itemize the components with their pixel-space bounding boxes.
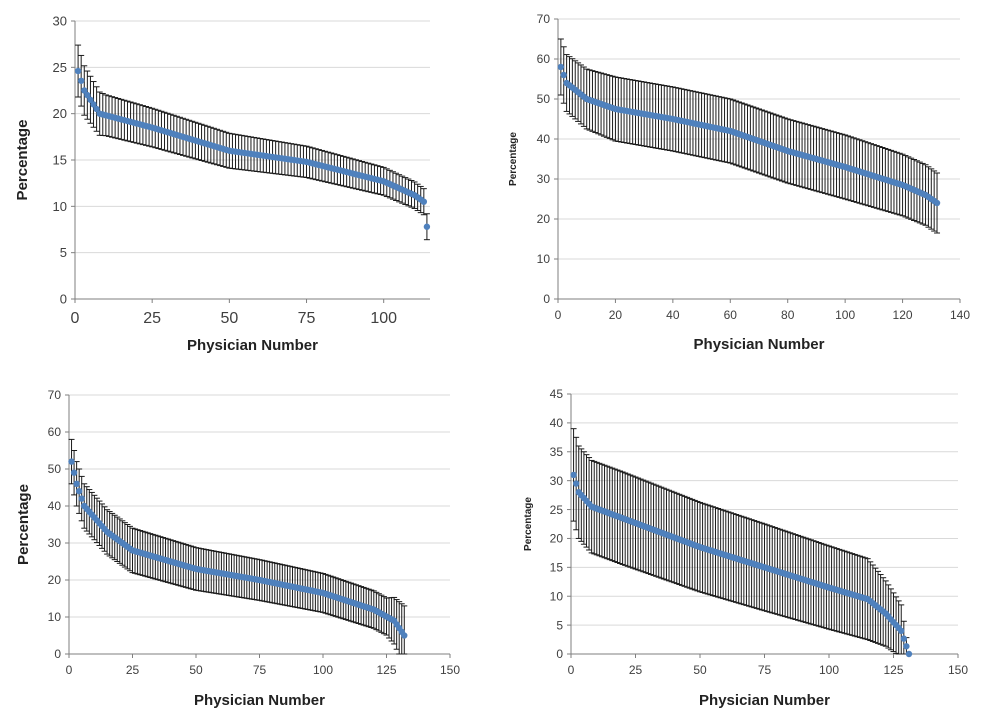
y-tick-label: 60 xyxy=(48,425,62,439)
y-axis-title: Percentage xyxy=(15,484,32,565)
y-tick-label: 40 xyxy=(537,132,551,146)
y-tick-label: 40 xyxy=(48,499,62,513)
y-tick-label: 10 xyxy=(53,199,67,214)
x-axis-title: Physician Number xyxy=(699,692,830,709)
y-tick-label: 0 xyxy=(60,292,67,307)
y-tick-label: 10 xyxy=(550,589,564,603)
x-tick-label: 100 xyxy=(370,310,397,327)
x-tick-label: 120 xyxy=(893,308,913,322)
data-point xyxy=(77,77,85,84)
data-point xyxy=(84,91,91,99)
data-point xyxy=(75,488,83,495)
x-axis-title: Physician Number xyxy=(187,337,318,354)
x-tick-label: 125 xyxy=(883,663,903,677)
y-tick-label: 20 xyxy=(48,573,62,587)
data-point xyxy=(898,627,905,635)
x-tick-label: 50 xyxy=(220,310,238,327)
data-point xyxy=(74,67,82,75)
chart-panel-bottom-right: 0 5 10 15 20 25 30 35 40 45 0 25 50 75 100 125 150 Physic… xyxy=(523,387,968,709)
data-point xyxy=(420,198,428,205)
y-tick-label: 30 xyxy=(53,14,67,29)
data-point xyxy=(933,199,941,207)
x-tick-label: 40 xyxy=(666,308,680,322)
x-tick-label: 50 xyxy=(693,663,707,677)
y-tick-label: 5 xyxy=(60,245,67,260)
x-tick-label: 0 xyxy=(66,663,73,677)
y-tick-label: 25 xyxy=(53,60,67,75)
x-tick-label: 150 xyxy=(440,663,460,677)
y-tick-label: 25 xyxy=(550,503,564,517)
x-tick-label: 25 xyxy=(126,663,140,677)
data-point xyxy=(572,480,580,487)
y-tick-label: 20 xyxy=(550,532,564,546)
y-tick-label: 45 xyxy=(550,387,564,401)
y-tick-label: 50 xyxy=(48,462,62,476)
data-point xyxy=(81,87,88,94)
y-tick-label: 30 xyxy=(537,172,551,186)
y-tick-label: 50 xyxy=(537,92,551,106)
chart-panel-top-right: 0 10 20 30 40 50 60 70 0 20 40 60 80 100 120 140 Physici… xyxy=(508,12,970,353)
y-tick-label: 30 xyxy=(550,474,564,488)
y-tick-label: 40 xyxy=(550,416,564,430)
data-point xyxy=(900,635,908,642)
data-point xyxy=(560,71,567,79)
x-tick-label: 20 xyxy=(609,308,623,322)
data-point xyxy=(87,96,94,103)
x-tick-label: 100 xyxy=(835,308,855,322)
chart-panel-top-left: 0 5 10 15 20 25 30 0 25 50 75 100 Physician Number Pe… xyxy=(14,14,431,354)
x-tick-label: 0 xyxy=(555,308,562,322)
y-tick-label: 35 xyxy=(550,445,564,459)
data-point xyxy=(401,632,408,639)
y-tick-label: 5 xyxy=(556,618,563,632)
chart-panel-bottom-left: 0 10 20 30 40 50 60 70 0 25 50 75 100 125 150 Physician… xyxy=(15,388,460,709)
x-tick-label: 25 xyxy=(143,310,161,327)
y-axis-title: Percentage xyxy=(523,497,534,551)
x-axis-title: Physician Number xyxy=(194,692,325,709)
data-point xyxy=(90,101,97,108)
y-tick-label: 0 xyxy=(556,647,563,661)
x-tick-label: 0 xyxy=(71,310,80,327)
data-point xyxy=(73,480,80,487)
x-tick-label: 25 xyxy=(629,663,643,677)
y-tick-label: 15 xyxy=(53,153,67,168)
x-tick-label: 100 xyxy=(313,663,333,677)
y-axis-title: Percentage xyxy=(508,132,519,186)
data-point xyxy=(905,650,913,658)
y-axis-title: Percentage xyxy=(14,120,31,201)
data-point xyxy=(570,471,577,479)
x-tick-label: 100 xyxy=(819,663,839,677)
data-point xyxy=(78,495,85,502)
x-tick-label: 75 xyxy=(253,663,267,677)
data-point xyxy=(68,458,75,465)
x-tick-label: 60 xyxy=(724,308,738,322)
x-tick-label: 75 xyxy=(298,310,316,327)
y-tick-label: 70 xyxy=(48,388,62,402)
y-tick-label: 20 xyxy=(537,212,551,226)
y-tick-label: 20 xyxy=(53,106,67,121)
data-point xyxy=(557,63,565,71)
x-tick-label: 140 xyxy=(950,308,970,322)
y-tick-label: 30 xyxy=(48,536,62,550)
y-tick-label: 0 xyxy=(54,647,61,661)
x-axis-title: Physician Number xyxy=(694,336,825,353)
y-tick-label: 10 xyxy=(537,252,551,266)
y-tick-label: 60 xyxy=(537,52,551,66)
data-point xyxy=(70,469,78,476)
x-tick-label: 80 xyxy=(781,308,795,322)
x-tick-label: 75 xyxy=(758,663,772,677)
x-tick-label: 150 xyxy=(948,663,968,677)
x-tick-label: 0 xyxy=(568,663,575,677)
data-point xyxy=(903,643,910,650)
data-point xyxy=(93,105,100,113)
y-tick-label: 70 xyxy=(537,12,551,26)
data-point xyxy=(423,223,431,230)
x-tick-label: 50 xyxy=(189,663,203,677)
x-tick-label: 125 xyxy=(376,663,396,677)
y-tick-label: 0 xyxy=(543,292,550,306)
y-tick-label: 10 xyxy=(48,610,62,624)
y-tick-label: 15 xyxy=(550,561,564,575)
